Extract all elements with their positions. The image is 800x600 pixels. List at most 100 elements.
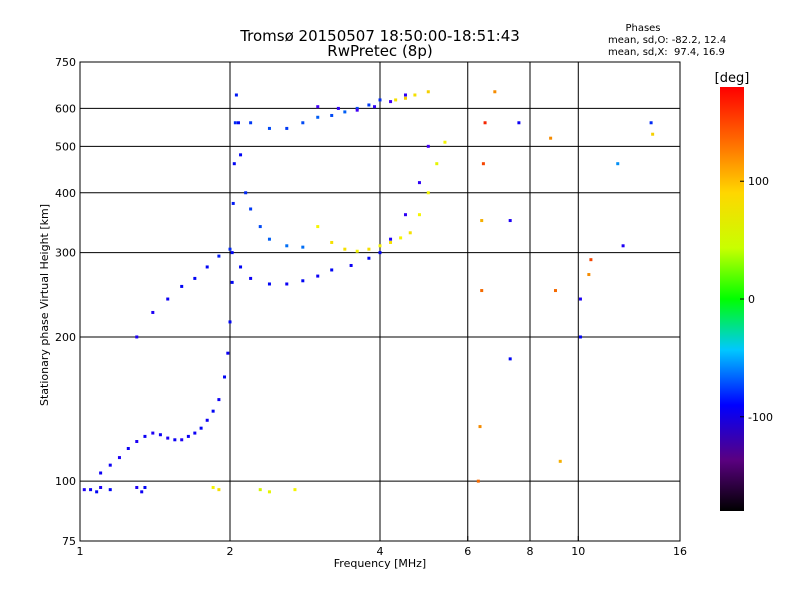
data-point xyxy=(285,282,289,286)
data-point xyxy=(413,93,417,97)
data-point xyxy=(108,488,112,492)
data-point xyxy=(236,121,240,125)
data-point xyxy=(343,110,347,114)
data-point xyxy=(408,231,412,235)
data-point xyxy=(336,106,340,110)
data-point xyxy=(403,93,407,97)
data-point xyxy=(135,485,139,489)
data-point xyxy=(211,409,215,413)
chart-subtitle: RwPretec (8p) xyxy=(327,42,432,60)
data-point xyxy=(316,115,320,119)
data-point xyxy=(508,357,512,361)
data-point xyxy=(117,456,121,460)
data-point xyxy=(249,121,253,125)
data-point xyxy=(378,98,382,102)
data-point xyxy=(301,245,305,249)
data-point xyxy=(417,181,421,185)
data-point xyxy=(99,471,103,475)
data-point xyxy=(258,488,262,492)
data-point xyxy=(158,433,162,437)
data-point xyxy=(228,247,232,251)
colorbar-tick-label: 0 xyxy=(748,293,755,306)
data-point xyxy=(476,479,480,483)
data-point xyxy=(316,225,320,229)
y-axis: 75 100 200 300 400 500 600 750 xyxy=(55,56,76,548)
data-point xyxy=(180,284,184,288)
data-point xyxy=(417,213,421,217)
data-point xyxy=(389,237,393,241)
y-tick-label: 750 xyxy=(55,56,76,69)
data-point xyxy=(223,375,227,379)
data-point xyxy=(343,247,347,251)
data-point xyxy=(480,219,484,223)
data-point xyxy=(651,132,655,136)
data-point xyxy=(199,426,203,430)
data-point xyxy=(239,265,243,269)
data-point xyxy=(143,434,147,438)
data-point xyxy=(549,136,553,140)
colorbar-tick-label: -100 xyxy=(748,411,773,424)
x-tick-label: 6 xyxy=(464,545,471,558)
data-point xyxy=(151,431,155,435)
plot-grid xyxy=(80,62,680,541)
data-point xyxy=(126,446,130,450)
data-point xyxy=(367,103,371,107)
colorbar-label: [deg] xyxy=(715,71,750,86)
data-point xyxy=(233,121,237,125)
data-point xyxy=(621,244,625,248)
data-point xyxy=(378,244,382,248)
data-point xyxy=(378,251,382,255)
data-point xyxy=(481,162,485,166)
data-point xyxy=(135,335,139,339)
data-point xyxy=(151,310,155,314)
plot-points xyxy=(82,90,655,494)
data-point xyxy=(389,240,393,244)
data-point xyxy=(95,490,99,494)
data-point xyxy=(217,398,221,402)
data-point xyxy=(616,162,620,166)
data-point xyxy=(285,244,289,248)
x-tick-label: 16 xyxy=(673,545,687,558)
x-tick-label: 10 xyxy=(571,545,585,558)
data-point xyxy=(258,225,262,229)
colorbar-ticks: 100 0 -100 xyxy=(740,175,773,424)
data-point xyxy=(480,289,484,293)
data-point xyxy=(426,90,430,94)
data-point xyxy=(394,98,398,102)
data-point xyxy=(217,254,221,258)
data-point xyxy=(373,105,377,109)
data-point xyxy=(517,121,521,125)
phase-summary-o: mean, sd,O: -82.2, 12.4 xyxy=(608,35,726,46)
data-point xyxy=(230,280,234,284)
data-point xyxy=(285,126,289,130)
phase-summary-x: mean, sd,X: 97.4, 16.9 xyxy=(608,47,725,58)
data-point xyxy=(349,263,353,267)
data-point xyxy=(301,279,305,283)
data-point xyxy=(82,488,86,492)
data-point xyxy=(558,459,562,463)
y-axis-label: Stationary phase Virtual Height [km] xyxy=(38,204,51,406)
x-tick-label: 1 xyxy=(77,545,84,558)
data-point xyxy=(180,438,184,442)
data-point xyxy=(367,256,371,260)
data-point xyxy=(403,213,407,217)
data-point xyxy=(355,108,359,112)
y-tick-label: 600 xyxy=(55,102,76,115)
data-point xyxy=(403,96,407,100)
data-point xyxy=(330,268,334,272)
data-point xyxy=(193,276,197,280)
x-tick-label: 4 xyxy=(377,545,384,558)
data-point xyxy=(108,463,112,467)
data-point xyxy=(249,276,253,280)
y-tick-label: 500 xyxy=(55,140,76,153)
data-point xyxy=(389,100,393,104)
data-point xyxy=(140,490,144,494)
x-tick-label: 8 xyxy=(527,545,534,558)
data-point xyxy=(435,162,439,166)
data-point xyxy=(493,90,497,94)
x-axis: 1 2 4 6 8 10 16 xyxy=(77,536,687,558)
data-point xyxy=(508,219,512,223)
data-point xyxy=(267,282,271,286)
data-point xyxy=(186,434,190,438)
